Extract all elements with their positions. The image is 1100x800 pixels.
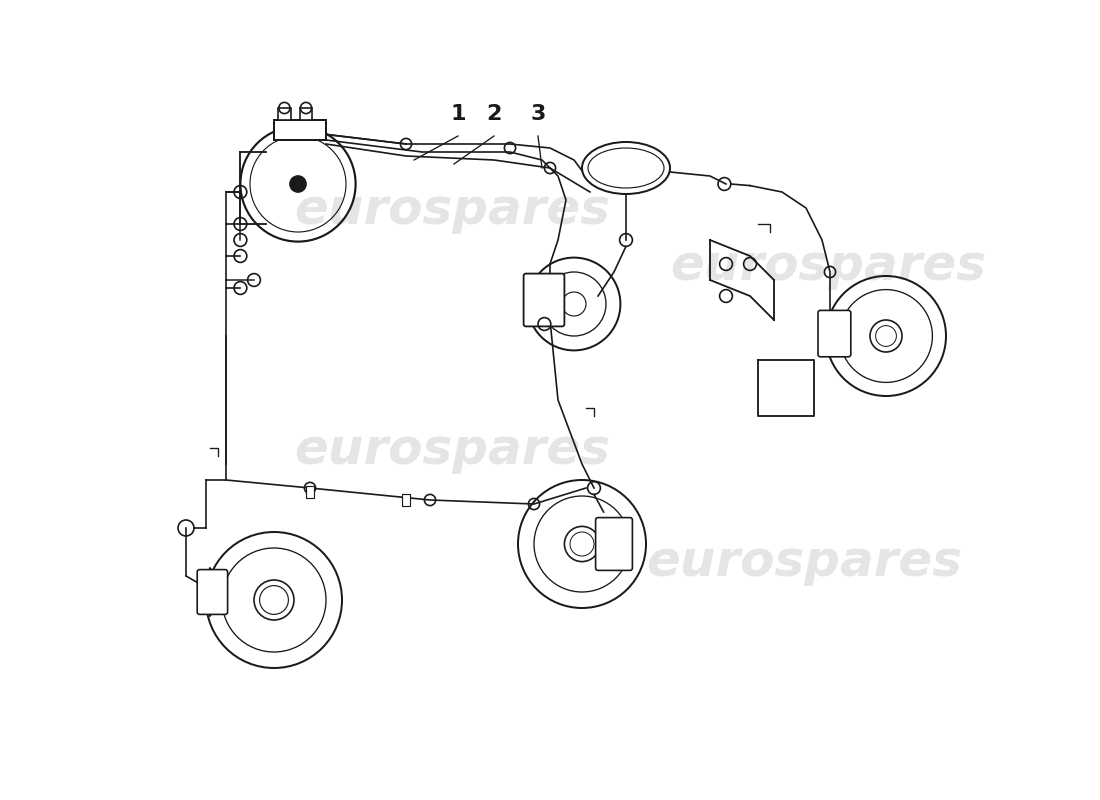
FancyBboxPatch shape bbox=[595, 518, 632, 570]
Text: 2: 2 bbox=[486, 104, 502, 124]
Circle shape bbox=[870, 320, 902, 352]
Text: 1: 1 bbox=[450, 104, 465, 124]
Bar bbox=[402, 494, 410, 506]
Text: 3: 3 bbox=[530, 104, 546, 124]
Text: eurospares: eurospares bbox=[294, 426, 610, 474]
Bar bbox=[306, 486, 313, 498]
Circle shape bbox=[290, 176, 306, 192]
Bar bbox=[278, 108, 290, 120]
Bar bbox=[299, 108, 312, 120]
FancyBboxPatch shape bbox=[524, 274, 564, 326]
FancyBboxPatch shape bbox=[197, 570, 228, 614]
Text: eurospares: eurospares bbox=[646, 538, 962, 586]
Text: eurospares: eurospares bbox=[670, 242, 986, 290]
Ellipse shape bbox=[588, 148, 664, 188]
FancyBboxPatch shape bbox=[818, 310, 850, 357]
Text: eurospares: eurospares bbox=[294, 186, 610, 234]
Ellipse shape bbox=[582, 142, 670, 194]
Bar bbox=[274, 120, 326, 140]
Circle shape bbox=[564, 526, 600, 562]
Circle shape bbox=[254, 580, 294, 620]
